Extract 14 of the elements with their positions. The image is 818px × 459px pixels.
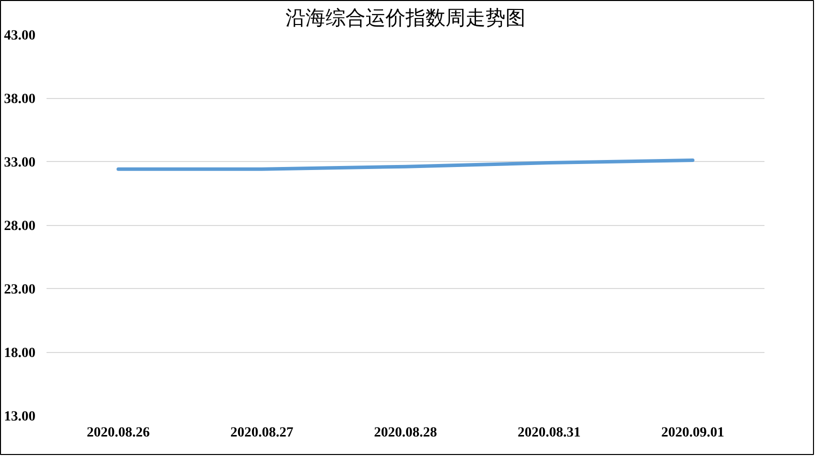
y-tick-label: 13.00 [4,410,36,424]
y-tick-label: 18.00 [4,346,36,361]
x-tick-label: 2020.08.27 [230,426,294,440]
y-tick-label: 23.00 [4,282,36,298]
chart-title: 沿海综合运价指数周走势图 [286,8,526,30]
line-series [116,158,694,171]
y-tick-label: 28.00 [4,219,36,234]
y-tick-label: 33.00 [4,156,36,170]
x-tick-label: 2020.08.31 [518,426,581,440]
y-tick-label: 43.00 [4,28,36,44]
x-tick-label: 2020.09.01 [661,426,724,440]
x-tick-label: 2020.08.26 [86,426,150,440]
y-tick-label: 38.00 [4,92,36,107]
x-tick-label: 2020.08.28 [374,426,437,440]
